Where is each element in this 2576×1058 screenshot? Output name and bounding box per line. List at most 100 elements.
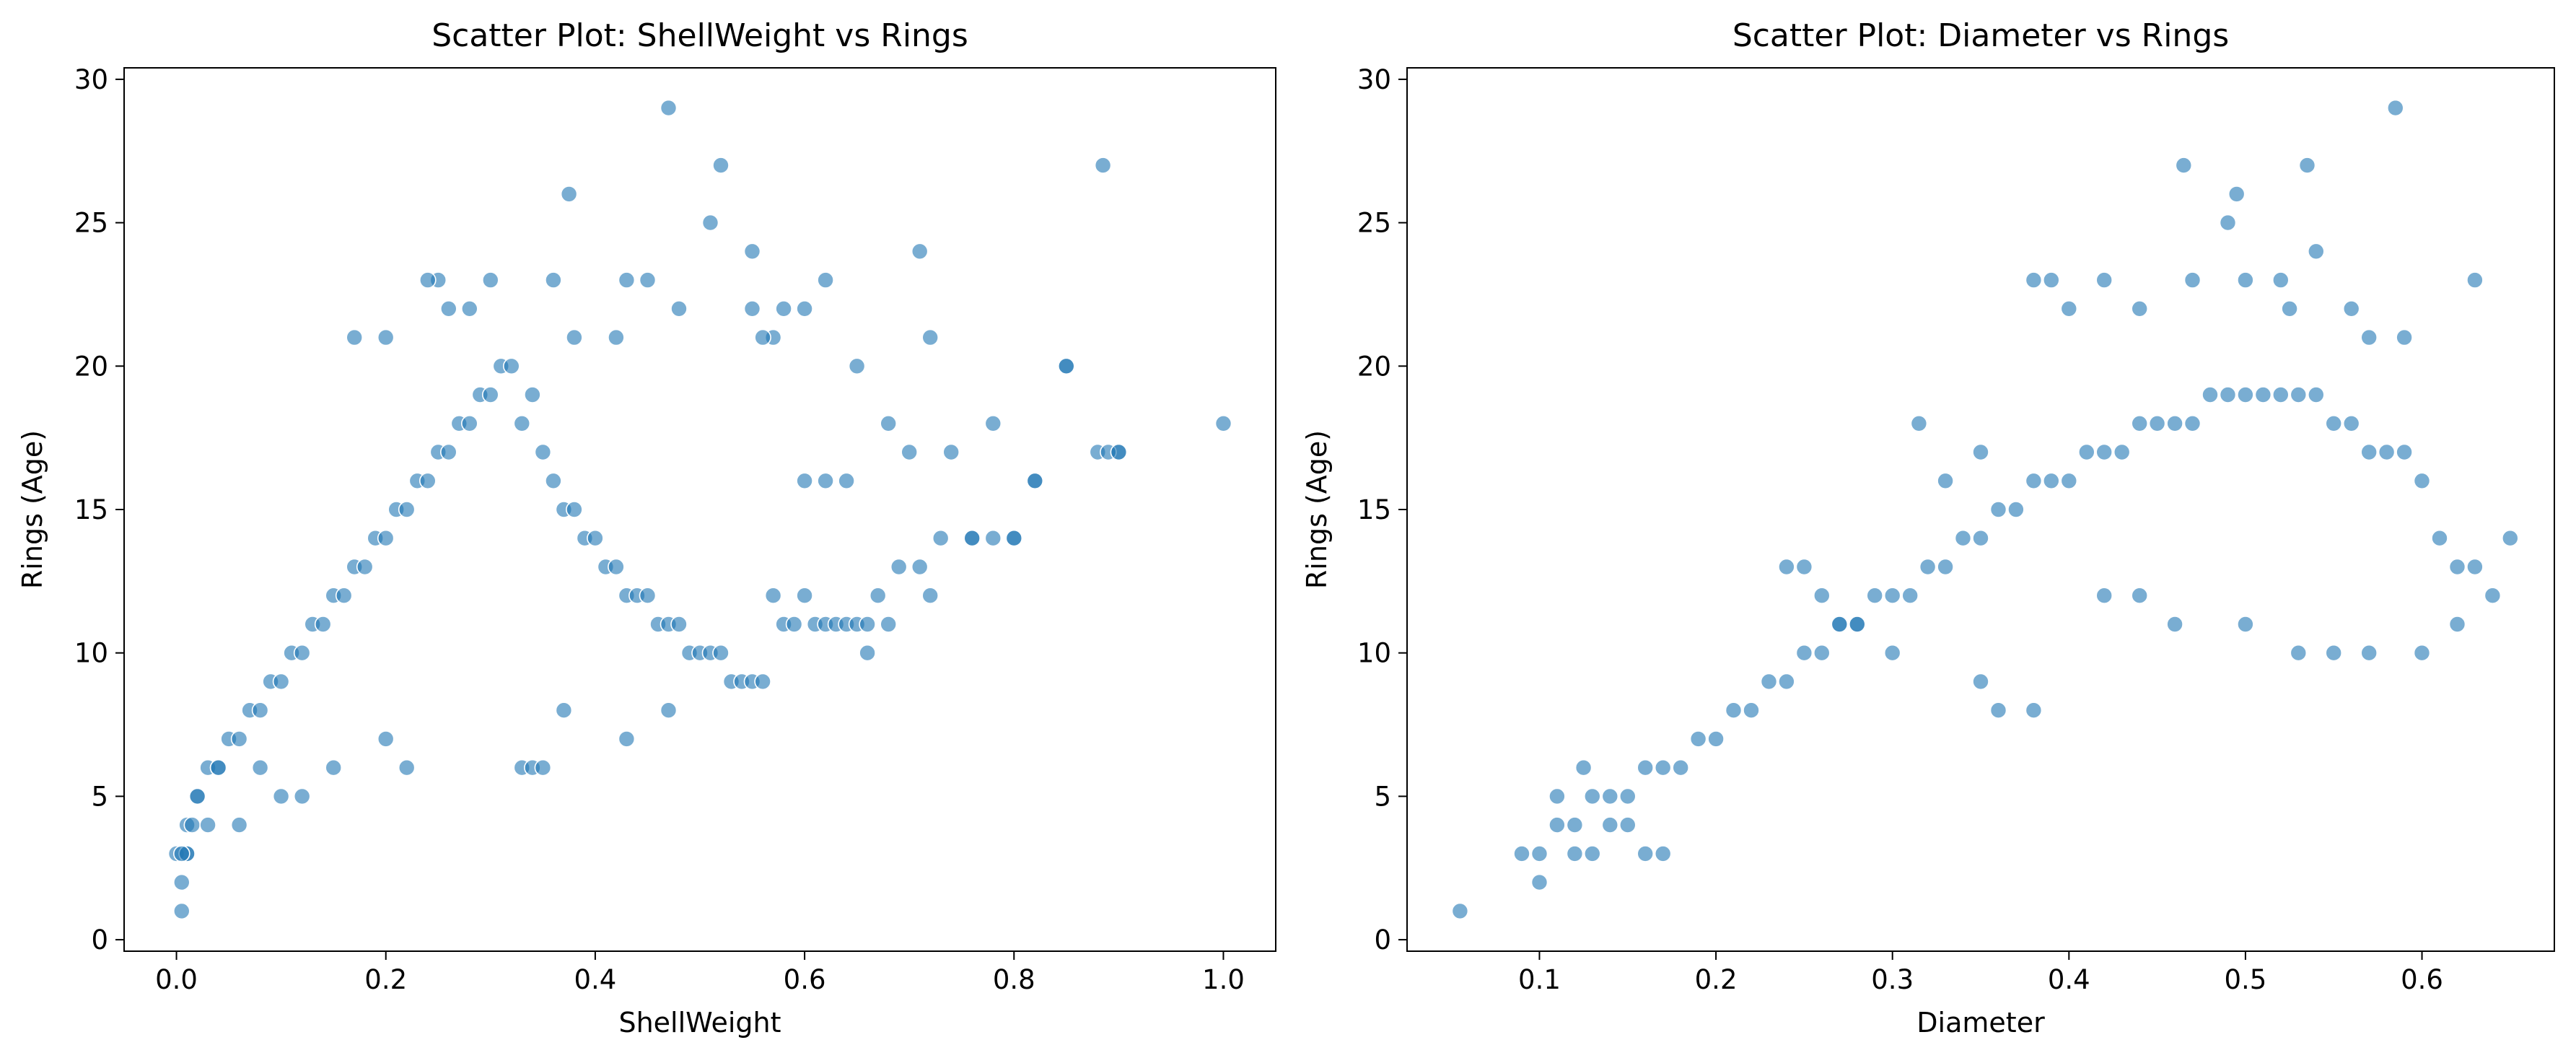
data-point [2237,271,2254,289]
data-point [1574,758,1593,777]
data-point [251,758,269,777]
data-point [1566,816,1584,834]
data-point [293,644,311,662]
right-chart-title: Scatter Plot: Diameter vs Rings [1732,17,2229,54]
data-point [1548,787,1566,805]
data-point [963,529,981,547]
data-point [1989,701,2007,720]
data-point [230,730,248,748]
y-tick-label: 15 [1357,494,1391,525]
data-point [2484,587,2502,605]
x-tick-label: 0.4 [574,964,616,995]
x-tick-label: 0.2 [364,964,407,995]
data-point [1883,644,1901,662]
data-point [817,271,834,289]
data-point [1707,730,1725,748]
data-point [377,730,395,748]
data-point [2308,242,2325,261]
data-point [869,587,887,605]
data-point [764,587,782,605]
data-point [901,443,918,461]
left-plot-area: 0.0 0.2 0.4 0.6 0.8 1.0 0 5 10 15 20 25 30 [74,64,1276,995]
left-x-axis-label: ShellWeight [618,1007,781,1039]
data-point [2078,443,2095,461]
data-point [796,300,813,318]
data-point [2448,616,2466,633]
left-data-points [167,99,1232,920]
x-tick-label: 0.5 [2225,964,2267,995]
y-tick-label: 30 [1357,64,1391,95]
data-point [743,300,761,318]
data-point [932,529,950,547]
data-point [639,587,657,605]
y-tick-label: 0 [91,924,108,956]
x-tick-label: 0.0 [155,964,198,995]
data-point [2025,472,2043,490]
data-point [2060,472,2078,490]
data-point [1548,816,1566,834]
data-point [2166,616,2183,633]
data-point [2043,472,2060,490]
data-point [838,472,855,490]
data-point [566,328,583,346]
left-chart-title: Scatter Plot: ShellWeight vs Rings [431,17,968,54]
y-tick-label: 10 [74,638,108,669]
data-point [2131,300,2148,318]
right-plot-area: 0.1 0.2 0.3 0.4 0.5 0.6 0 5 10 15 20 25 30 [1357,64,2555,995]
data-point [398,501,416,518]
data-point [859,616,876,633]
y-tick-label: 0 [1374,924,1391,956]
data-point [1795,558,1813,576]
left-scatter-plot: Scatter Plot: ShellWeight vs Rings 0.0 0.… [17,17,1276,1039]
data-point [560,185,578,203]
x-tick-label: 1.0 [1202,964,1245,995]
data-point [439,300,457,318]
data-point [1637,758,1654,777]
data-point [272,673,290,691]
data-point [2378,443,2396,461]
data-point [880,414,897,432]
data-point [1937,472,1954,490]
data-point [712,644,730,662]
data-point [701,214,719,232]
data-point [2175,157,2193,174]
data-point [1584,787,1601,805]
data-point [439,443,457,461]
data-point [1619,816,1637,834]
data-point [2227,185,2246,203]
data-point [293,787,311,805]
data-point [199,816,216,834]
right-x-axis-label: Diameter [1916,1007,2045,1039]
data-point [1849,616,1866,633]
data-point [2113,443,2131,461]
data-point [1725,701,1743,720]
data-point [639,271,657,289]
data-point [398,758,416,777]
data-point [2007,501,2025,518]
data-point [1972,673,1989,691]
data-point [848,357,866,375]
data-point [2183,271,2202,289]
data-point [356,558,374,576]
data-point [2095,443,2113,461]
data-point [942,443,960,461]
data-point [2290,644,2308,662]
data-point [1778,673,1795,691]
data-point [1530,873,1548,891]
data-point [2272,386,2290,403]
data-point [2396,328,2413,346]
data-point [502,357,520,375]
data-point [183,816,201,834]
x-tick-label: 0.1 [1518,964,1561,995]
data-point [911,242,929,261]
data-point [555,701,573,720]
data-point [1778,558,1795,576]
data-point [1919,558,1937,576]
data-point [1866,587,1883,605]
data-point [1954,529,1972,547]
data-point [2166,414,2183,432]
data-point [2025,271,2043,289]
data-point [2360,644,2378,662]
data-point [796,587,813,605]
right-data-points [1451,99,2519,920]
